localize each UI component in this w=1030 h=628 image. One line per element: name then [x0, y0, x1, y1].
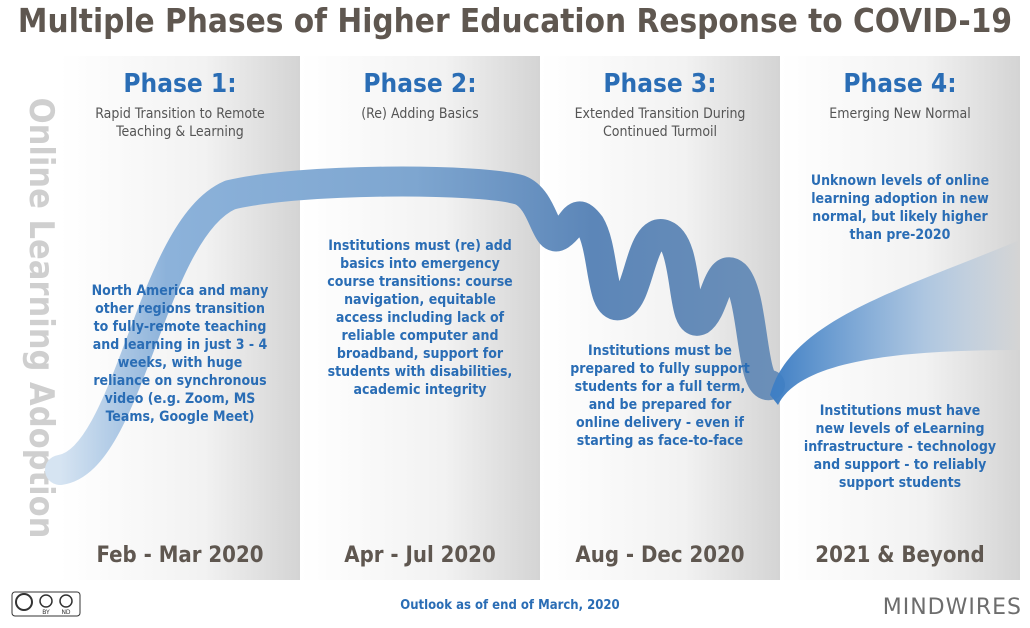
phase-note: access including lack of	[336, 310, 505, 326]
phase-note: broadband, support for	[337, 346, 504, 362]
phase-title: Phase 2:	[363, 69, 476, 99]
logo: MINDWIRES	[883, 595, 1022, 620]
phase-note: reliance on synchronous	[93, 373, 266, 389]
phase-note: course transitions: course	[327, 274, 512, 290]
phase-dates: Feb - Mar 2020	[96, 543, 263, 568]
phase-note: academic integrity	[354, 382, 487, 398]
phase-note: than pre-2020	[850, 227, 951, 243]
phase-subtitle: Extended Transition During	[575, 106, 746, 122]
phase-note: and support - to reliably	[814, 457, 987, 473]
phase-subtitle: (Re) Adding Basics	[361, 106, 478, 122]
phase-note: starting as face-to-face	[577, 433, 743, 449]
phase-note: to fully-remote teaching	[94, 319, 267, 335]
phase-note: students with disabilities,	[328, 364, 513, 380]
phase-note: Institutions must have	[820, 403, 981, 419]
phase-note: online delivery - even if	[576, 415, 744, 431]
phase-title: Phase 3:	[603, 69, 716, 99]
phase-note: reliable computer and	[341, 328, 498, 344]
title: Multiple Phases of Higher Education Resp…	[18, 1, 1012, 40]
phase-note: support students	[839, 475, 961, 491]
phase-note: video (e.g. Zoom, MS	[105, 391, 256, 407]
phase-subtitle: Continued Turmoil	[603, 124, 717, 140]
license-by: BY	[42, 609, 50, 616]
license-badge: BY ND	[11, 591, 81, 617]
phase-note: normal, but likely higher	[812, 209, 988, 225]
phase-note: new levels of eLearning	[816, 421, 985, 437]
phase-subtitle: Emerging New Normal	[829, 106, 970, 122]
phase-subtitle: Rapid Transition to Remote	[95, 106, 265, 122]
phase-note: Institutions must (re) add	[328, 238, 512, 254]
phase-note: students for a full term,	[575, 379, 746, 395]
phase-note: learning adoption in new	[811, 191, 989, 207]
phase-column	[60, 56, 300, 580]
phase-title: Phase 1:	[123, 69, 236, 99]
phase-note: weeks, with huge	[118, 355, 243, 371]
future-fan	[770, 240, 1020, 405]
phase-dates: 2021 & Beyond	[815, 543, 984, 568]
phase-title: Phase 4:	[843, 69, 956, 99]
adoption-curve	[45, 166, 785, 485]
phase-note: Teams, Google Meet)	[106, 409, 255, 425]
phase-note: prepared to fully support	[570, 361, 750, 377]
phase-note: navigation, equitable	[344, 292, 496, 308]
phase-note: North America and many	[92, 283, 269, 299]
phase-note: basics into emergency	[340, 256, 500, 272]
phase-dates: Apr - Jul 2020	[344, 543, 495, 568]
phase-note: and learning in just 3 - 4	[93, 337, 268, 353]
phase-note: infrastructure - technology	[804, 439, 996, 455]
phase-note: and be prepared for	[589, 397, 732, 413]
phase-note: Institutions must be	[588, 343, 732, 359]
phase-note: other regions transition	[95, 301, 265, 317]
outlook: Outlook as of end of March, 2020	[400, 598, 619, 613]
phase-subtitle: Teaching & Learning	[115, 124, 244, 140]
license-nd: ND	[61, 609, 70, 616]
phase-dates: Aug - Dec 2020	[575, 543, 744, 568]
phase-column	[300, 56, 540, 580]
phase-note: Unknown levels of online	[811, 173, 989, 189]
